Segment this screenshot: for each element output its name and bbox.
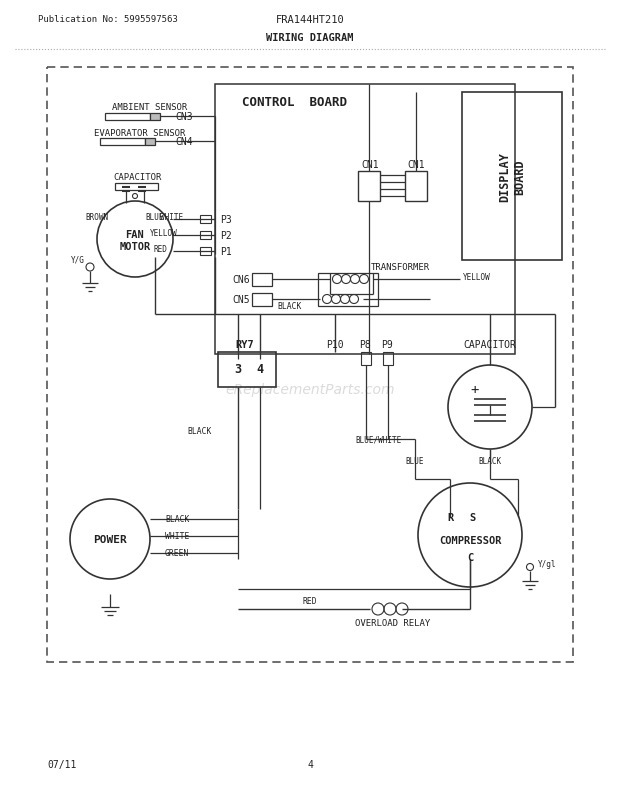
Text: 3: 3 [234,363,242,376]
Bar [200,232,211,240]
Bar [115,184,158,191]
Text: P1: P1 [220,247,232,257]
Text: R: R [447,512,453,522]
Text: OVERLOAD RELAY: OVERLOAD RELAY [355,618,431,628]
Bar [252,273,272,286]
Text: RED: RED [154,244,168,253]
Text: FRA144HT210: FRA144HT210 [276,15,344,25]
Text: BLUE: BLUE [145,213,164,222]
Bar [200,216,211,224]
Bar [318,273,378,306]
Text: CN4: CN4 [175,137,193,147]
Text: BLUE/WHITE: BLUE/WHITE [355,435,401,444]
Bar [215,85,515,354]
Text: CN1: CN1 [361,160,379,170]
Text: CN6: CN6 [232,274,250,285]
Text: MOTOR: MOTOR [120,241,151,252]
Text: CAPACITOR: CAPACITOR [464,339,516,350]
Bar [150,114,160,121]
Text: S: S [470,512,476,522]
Text: POWER: POWER [93,534,127,545]
Text: AMBIENT SENSOR: AMBIENT SENSOR [112,103,188,112]
Text: Y/gl: Y/gl [538,560,557,569]
Bar [100,139,145,146]
Bar [252,294,272,306]
Text: WHITE: WHITE [160,213,183,222]
Text: CN3: CN3 [175,111,193,122]
Text: GREEN: GREEN [165,549,189,558]
Text: Publication No: 5995597563: Publication No: 5995597563 [38,15,178,25]
Text: P9: P9 [381,339,393,350]
Text: TRANSFORMER: TRANSFORMER [370,263,430,272]
Bar [47,68,573,662]
Text: CN1: CN1 [407,160,425,170]
Text: RED: RED [303,597,317,606]
Bar [358,172,380,202]
Bar [462,93,562,261]
Text: CONTROL  BOARD: CONTROL BOARD [242,96,347,109]
Bar [218,353,276,387]
Bar [145,139,155,146]
Text: EVAPORATOR SENSOR: EVAPORATOR SENSOR [94,128,185,137]
Text: RY7: RY7 [236,339,254,350]
Text: P2: P2 [220,231,232,241]
Text: P10: P10 [326,339,344,350]
Text: C: C [467,553,473,562]
Text: WIRING DIAGRAM: WIRING DIAGRAM [266,33,354,43]
Text: DISPLAY
BOARD: DISPLAY BOARD [498,152,526,201]
Bar [383,353,393,366]
Bar [405,172,427,202]
Text: 07/11: 07/11 [47,759,76,769]
Text: CAPACITOR: CAPACITOR [114,173,162,182]
Text: BROWN: BROWN [85,213,108,222]
Text: YELLOW: YELLOW [463,273,491,282]
Text: 4: 4 [307,759,313,769]
Text: BLACK: BLACK [278,302,302,311]
Text: Y/G: Y/G [71,255,85,264]
Text: P8: P8 [359,339,371,350]
Text: COMPRESSOR: COMPRESSOR [439,535,501,545]
Text: 4: 4 [257,363,264,376]
Text: FAN: FAN [126,229,144,240]
Text: BLUE: BLUE [405,457,424,466]
Text: BLACK: BLACK [165,515,189,524]
Text: BLACK: BLACK [479,457,502,466]
Bar [361,353,371,366]
Text: YELLOW: YELLOW [150,229,178,237]
Bar [105,114,150,121]
Text: eReplacementParts.com: eReplacementParts.com [225,383,395,396]
Text: +: + [471,383,479,396]
Text: P3: P3 [220,215,232,225]
Text: BLACK: BLACK [188,427,212,436]
Text: CN5: CN5 [232,294,250,305]
Bar [200,248,211,256]
Text: WHITE: WHITE [165,532,189,541]
